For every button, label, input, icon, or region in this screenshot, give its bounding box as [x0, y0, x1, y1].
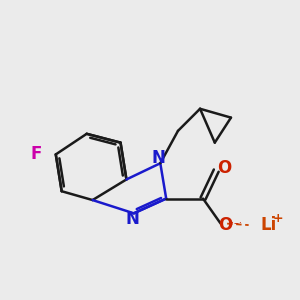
Text: O: O	[218, 159, 232, 177]
Text: N: N	[152, 149, 166, 167]
Text: N: N	[125, 210, 139, 228]
Text: O: O	[218, 216, 232, 234]
Text: Li: Li	[260, 216, 277, 234]
Text: F: F	[31, 146, 42, 164]
Text: ·–·: ·–·	[230, 218, 242, 228]
Text: +: +	[273, 212, 283, 225]
